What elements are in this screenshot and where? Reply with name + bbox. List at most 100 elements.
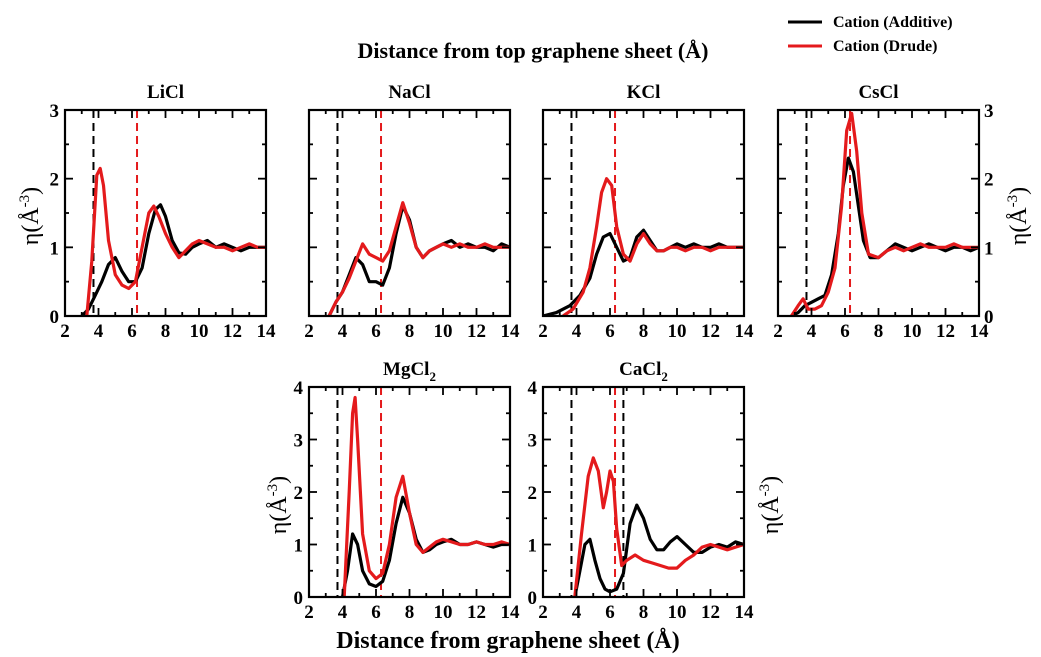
ylabel-text: η(Å <box>266 496 292 535</box>
kcl-xtick-label: 6 <box>605 321 615 342</box>
ylabel-close: ) <box>1006 187 1032 195</box>
legend-label-additive: Cation (Additive) <box>833 14 953 31</box>
cacl2-ytick-label: 3 <box>528 431 538 452</box>
ylabel-sup: -3 <box>1005 195 1021 208</box>
mgcl2-ytick-label: 0 <box>294 588 304 609</box>
nacl-series-drude <box>327 201 510 316</box>
cscl-xtick-label: 6 <box>840 321 850 342</box>
licl-ytick-label: 1 <box>50 238 60 259</box>
cscl-ytick-label: 3 <box>984 101 994 122</box>
ylabel-bottom-left: η(Å-3) <box>265 476 292 534</box>
svg-text:η(Å-3): η(Å-3) <box>1005 187 1032 245</box>
ylabel-sup: -3 <box>17 195 33 208</box>
ylabel-bottom-right: η(Å-3) <box>757 476 784 534</box>
licl-xtick-label: 12 <box>223 321 242 342</box>
mgcl2-xtick-label: 2 <box>304 602 314 623</box>
kcl-xtick-label: 8 <box>639 321 649 342</box>
cscl-xtick-label: 14 <box>970 321 990 342</box>
licl-ytick-label: 3 <box>50 101 60 122</box>
cacl2-ytick-label: 2 <box>528 483 538 504</box>
cscl-series-additive <box>790 156 979 316</box>
mgcl2-xtick-label: 6 <box>371 602 381 623</box>
mgcl2-series-drude <box>342 395 510 597</box>
mgcl2-xtick-label: 12 <box>467 602 486 623</box>
licl-series-additive <box>80 203 266 316</box>
cscl-xtick-label: 4 <box>807 321 817 342</box>
mgcl2-ytick-label: 4 <box>294 378 304 399</box>
ylabel-top-left: η(Å-3) <box>17 187 44 245</box>
top-xlabel: Distance from top graphene sheet (Å) <box>358 38 709 63</box>
licl-xtick-label: 8 <box>161 321 171 342</box>
ylabel-sup: -3 <box>757 484 773 497</box>
cacl2-xtick-label: 8 <box>639 602 649 623</box>
kcl-series-drude <box>562 177 744 316</box>
mgcl2-xtick-label: 10 <box>434 602 453 623</box>
licl-ytick-label: 2 <box>50 170 60 191</box>
ylabel-text: η(Å <box>1006 207 1032 246</box>
nacl-xtick-label: 8 <box>405 321 415 342</box>
cscl-ytick-label: 0 <box>984 307 994 328</box>
cscl-ytick-label: 2 <box>984 170 994 191</box>
nacl-xtick-label: 10 <box>434 321 453 342</box>
cacl2-xtick-label: 10 <box>668 602 687 623</box>
mgcl2-title: MgCl2 <box>383 359 436 384</box>
nacl-title: NaCl <box>388 82 430 103</box>
licl-series-drude <box>85 166 266 316</box>
licl-xtick-label: 10 <box>190 321 209 342</box>
mgcl2-ytick-label: 3 <box>294 431 304 452</box>
nacl-xtick-label: 14 <box>501 321 521 342</box>
ylabel-sup: -3 <box>265 484 281 497</box>
cscl-series-drude <box>790 111 979 316</box>
cacl2-xtick-label: 14 <box>735 602 755 623</box>
kcl-xtick-label: 4 <box>572 321 582 342</box>
nacl-xtick-label: 6 <box>371 321 381 342</box>
cscl-xtick-label: 10 <box>903 321 922 342</box>
kcl-frame <box>541 108 746 318</box>
bottom-xlabel: Distance from graphene sheet (Å) <box>336 628 680 654</box>
legend-label-drude: Cation (Drude) <box>833 38 937 55</box>
licl-xtick-label: 6 <box>127 321 137 342</box>
legend: Cation (Additive) Cation (Drude) <box>788 14 953 55</box>
ylabel-text: η(Å <box>18 207 44 246</box>
cacl2-ytick-label: 0 <box>528 588 538 609</box>
cacl2-ytick-label: 1 <box>528 536 538 557</box>
ylabel-top-right: η(Å-3) <box>1005 187 1032 245</box>
licl-ytick-label: 0 <box>50 307 60 328</box>
ylabel-close: ) <box>18 187 44 195</box>
ylabel-close: ) <box>758 476 784 484</box>
cacl2-xtick-label: 4 <box>572 602 582 623</box>
nacl-xtick-label: 4 <box>338 321 348 342</box>
mgcl2-xtick-label: 14 <box>501 602 521 623</box>
cacl2-title: CaCl2 <box>619 359 668 384</box>
nacl-xtick-label: 12 <box>467 321 486 342</box>
nacl-xtick-label: 2 <box>304 321 314 342</box>
ylabel-close: ) <box>266 476 292 484</box>
mgcl2-ytick-label: 2 <box>294 483 304 504</box>
cacl2-xtick-label: 2 <box>538 602 548 623</box>
svg-text:η(Å-3): η(Å-3) <box>757 476 784 534</box>
cscl-frame <box>776 108 981 318</box>
kcl-xtick-label: 10 <box>668 321 687 342</box>
kcl-xtick-label: 14 <box>735 321 755 342</box>
cscl-title: CsCl <box>858 82 898 103</box>
licl-xtick-label: 4 <box>94 321 104 342</box>
licl-xtick-label: 14 <box>257 321 277 342</box>
nacl-frame <box>307 108 512 318</box>
svg-text:η(Å-3): η(Å-3) <box>17 187 44 245</box>
kcl-series-additive <box>543 228 744 316</box>
cacl2-series-drude <box>573 456 744 597</box>
mgcl2-ytick-label: 1 <box>294 536 304 557</box>
mgcl2-xtick-label: 8 <box>405 602 415 623</box>
svg-text:η(Å-3): η(Å-3) <box>265 476 292 534</box>
licl-xtick-label: 2 <box>60 321 70 342</box>
mgcl2-frame <box>307 385 512 599</box>
kcl-xtick-label: 2 <box>538 321 548 342</box>
panel-nacl: 2 4 6 8 10 12 14 NaCl <box>304 82 520 342</box>
cscl-xtick-label: 12 <box>936 321 955 342</box>
panel-kcl: 2 4 6 8 10 12 14 KCl <box>538 82 754 342</box>
